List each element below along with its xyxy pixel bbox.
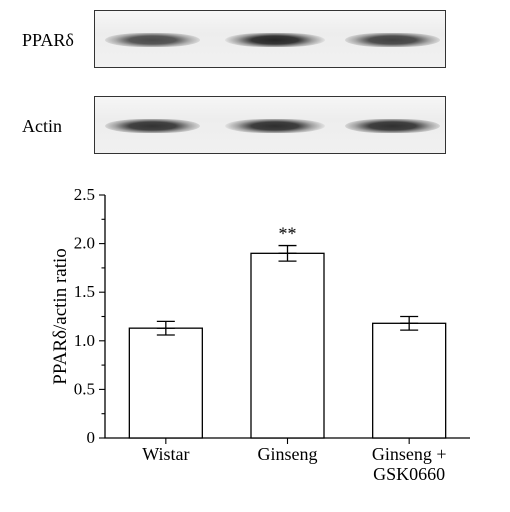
svg-text:1.5: 1.5 <box>74 282 95 301</box>
band-ppar-ginseng <box>225 33 325 47</box>
band-ppar-wistar <box>105 33 200 47</box>
band-actin-wistar <box>105 119 200 133</box>
actin-label: Actin <box>22 116 62 137</box>
sig-marker: ** <box>279 224 297 244</box>
band-actin-gsk <box>345 119 440 133</box>
svg-text:2.5: 2.5 <box>74 185 95 204</box>
x-category: GSK0660 <box>373 464 445 484</box>
ppar-delta-label: PPARδ <box>22 30 74 51</box>
ppar-delta-blot <box>94 10 446 68</box>
svg-text:PPARδ/actin ratio: PPARδ/actin ratio <box>50 248 71 385</box>
ppar-actin-ratio-chart: 0 0.5 1.0 1.5 2.0 2.5 PPARδ/actin ratio Wistar *… <box>50 180 480 500</box>
band-ppar-gsk <box>345 33 440 47</box>
svg-text:1.0: 1.0 <box>74 331 95 350</box>
bar-1 <box>251 253 324 438</box>
x-category: Ginseng + <box>372 444 447 464</box>
x-category: Ginseng <box>258 444 318 464</box>
x-category: Wistar <box>142 444 189 464</box>
svg-text:0: 0 <box>87 428 96 447</box>
svg-text:2.0: 2.0 <box>74 234 95 253</box>
actin-blot <box>94 96 446 154</box>
svg-text:0.5: 0.5 <box>74 379 95 398</box>
bar-2 <box>373 323 446 438</box>
bar-0 <box>129 328 202 438</box>
band-actin-ginseng <box>225 119 325 133</box>
